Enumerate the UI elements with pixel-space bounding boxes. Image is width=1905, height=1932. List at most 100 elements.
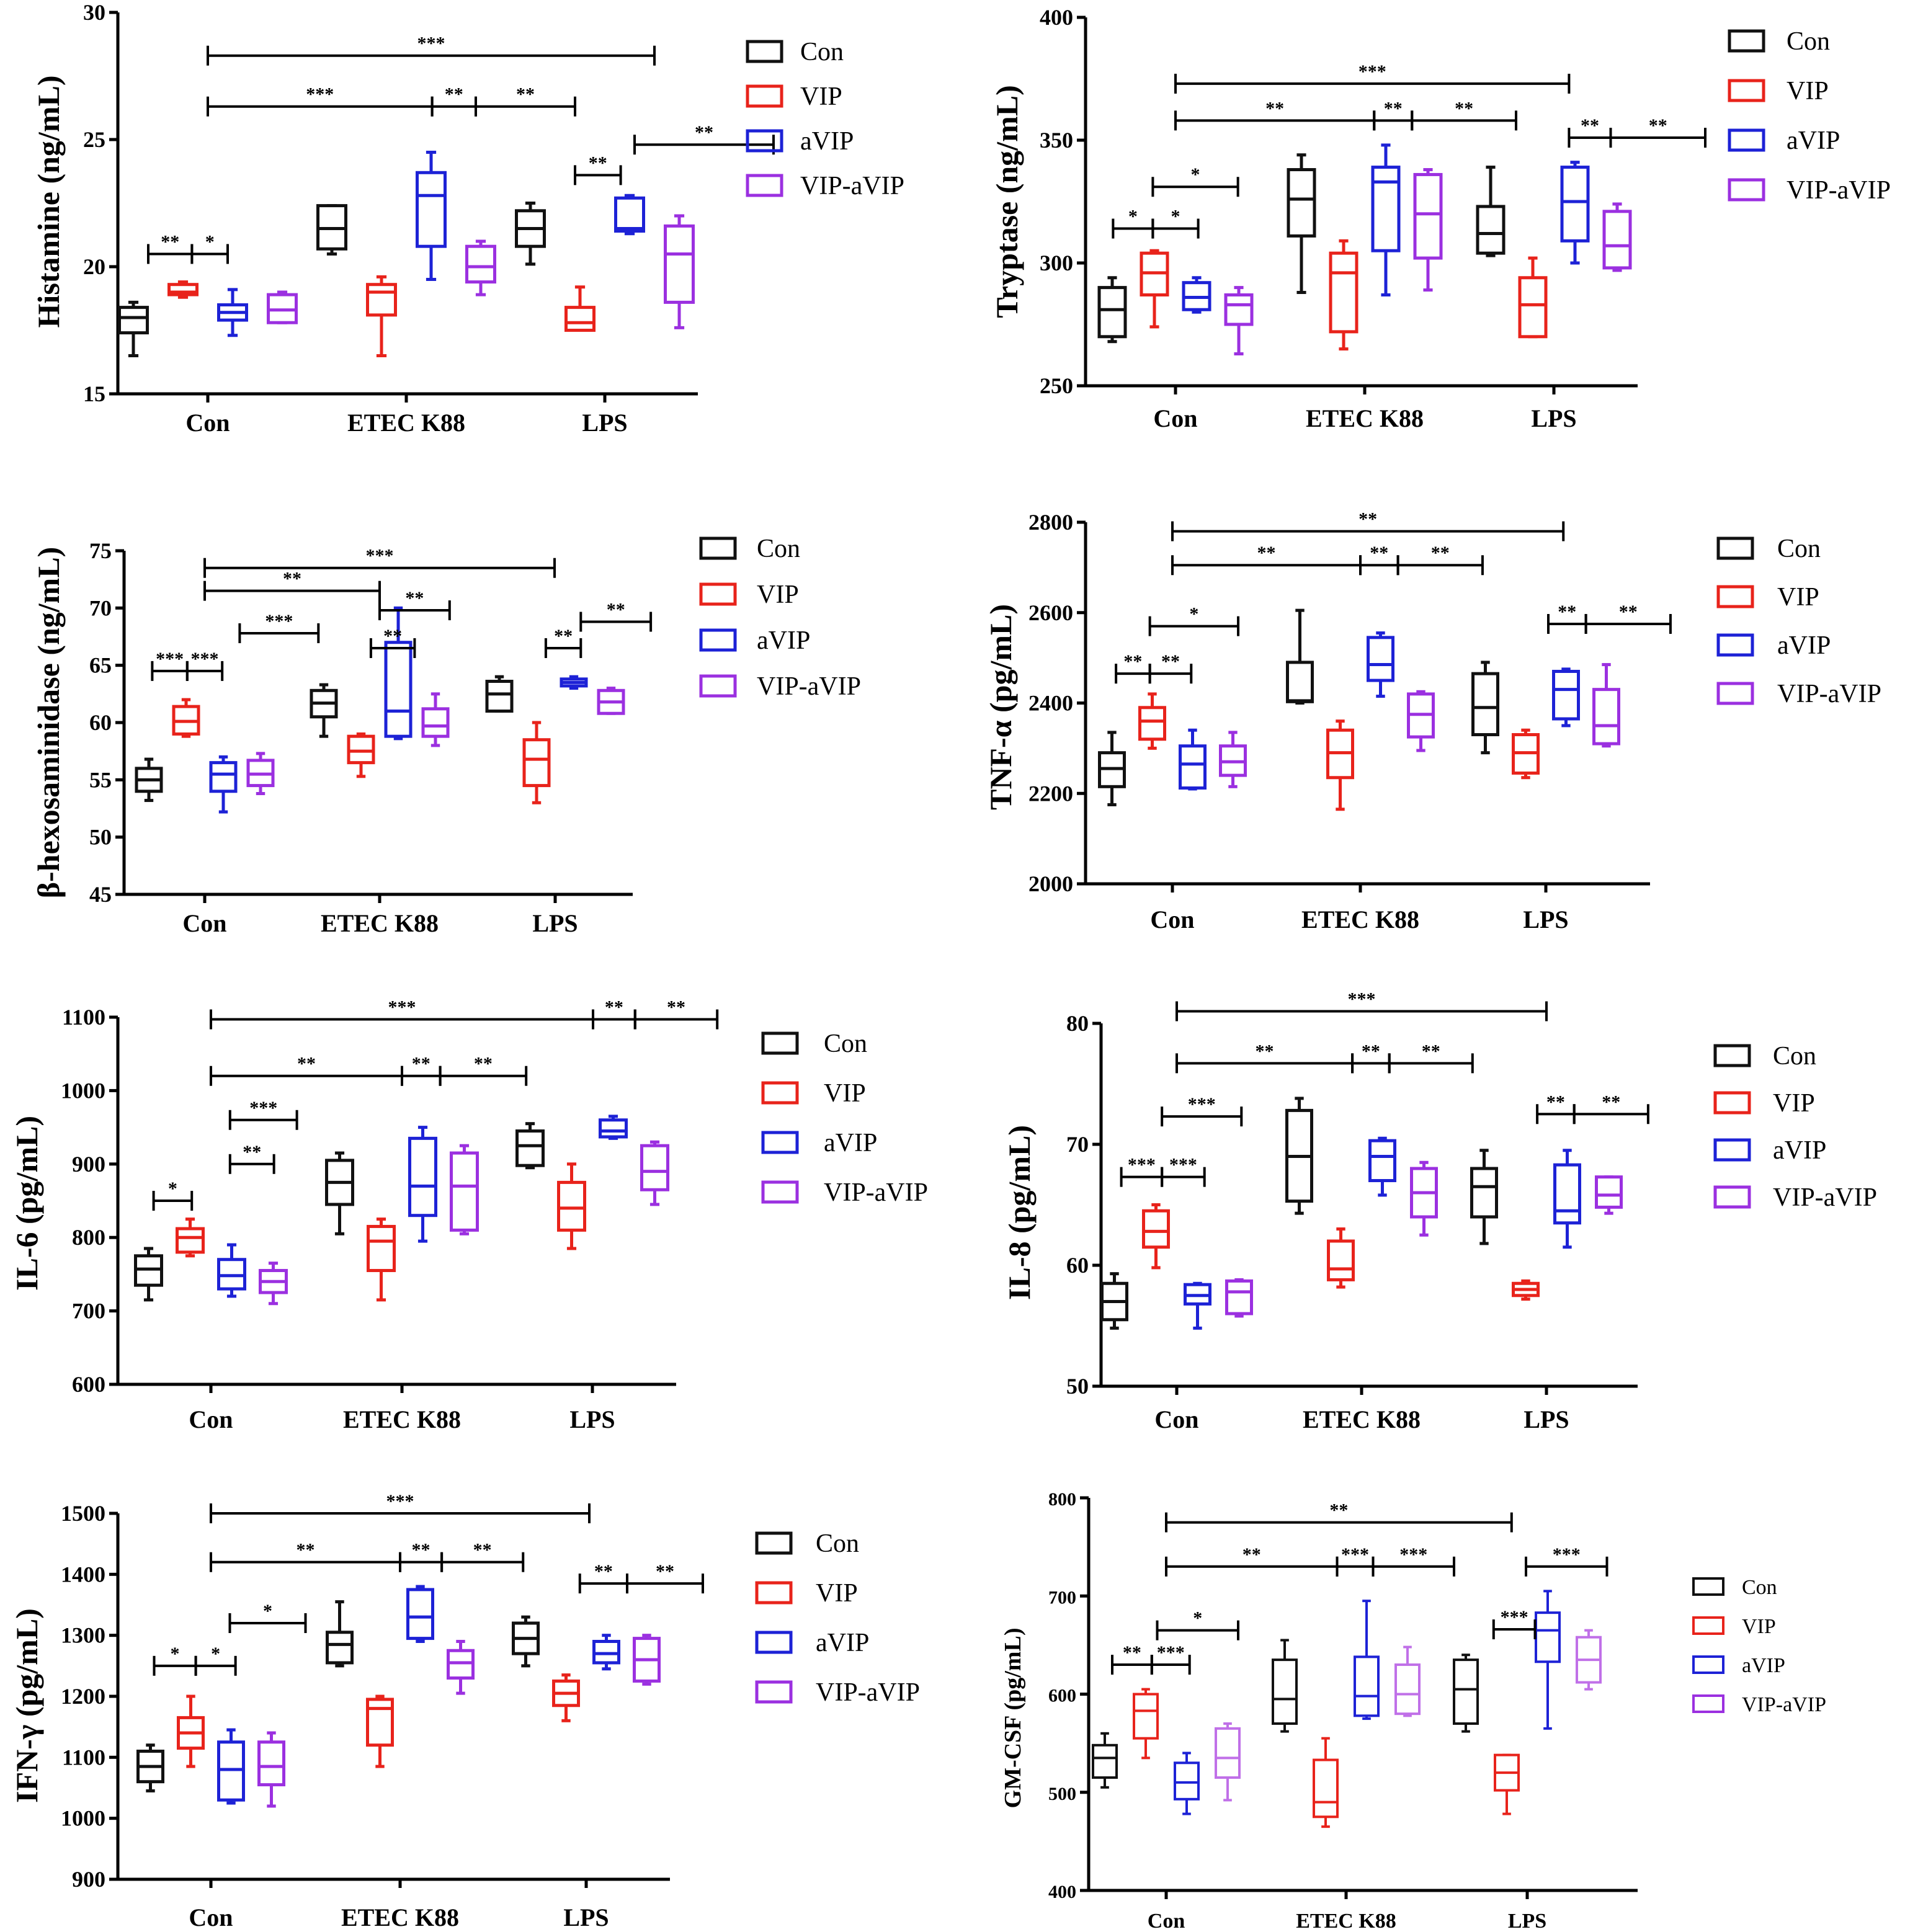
y-axis-label: Histamine (ng/mL) (31, 76, 66, 328)
y-tick-label: 20 (83, 254, 105, 279)
significance-label: ** (473, 1540, 492, 1560)
legend: Con VIP aVIP VIP-aVIP (1692, 1576, 1826, 1716)
category-label: Con (189, 1405, 233, 1433)
box-avip (1179, 744, 1207, 790)
significance-label: ** (1370, 543, 1388, 563)
significance-label: ** (297, 1540, 315, 1560)
legend-label-vip-avip: VIP-aVIP (757, 672, 861, 701)
significance-label: *** (306, 84, 334, 105)
legend-label-vip: VIP (1742, 1615, 1776, 1638)
box-con (1471, 672, 1499, 737)
category-label: Con (1154, 1405, 1198, 1433)
y-tick-label: 1000 (61, 1806, 105, 1831)
y-tick-label: 900 (72, 1867, 105, 1892)
significance-label: * (1128, 207, 1138, 227)
legend-label-avip: aVIP (824, 1129, 877, 1157)
significance-label: *** (1188, 1094, 1216, 1115)
category-label: ETEC K88 (321, 909, 439, 937)
y-tick-label: 75 (89, 538, 112, 563)
box-con (1470, 1167, 1498, 1219)
y-tick-label: 70 (89, 595, 112, 620)
y-tick-label: 2800 (1028, 510, 1073, 535)
significance-label: ** (1431, 543, 1450, 563)
y-axis-label: GM-CSF (pg/mL) (1000, 1628, 1026, 1809)
y-tick-label: 70 (1066, 1132, 1089, 1157)
significance-label: ** (383, 626, 402, 646)
box-con (1272, 1658, 1298, 1725)
y-tick-label: 900 (72, 1152, 105, 1177)
category-label: ETEC K88 (347, 409, 465, 437)
y-tick-label: 60 (1066, 1253, 1089, 1278)
box-con (1287, 168, 1316, 238)
category-label: LPS (532, 909, 578, 937)
significance-label: ** (516, 84, 535, 105)
box-avip (1553, 1163, 1581, 1225)
category-label: LPS (563, 1903, 609, 1931)
legend-swatch-vip-avip (1692, 1694, 1724, 1713)
box-avip (1535, 1611, 1561, 1663)
significance-label: *** (417, 33, 445, 54)
significance-label: *** (366, 546, 394, 566)
category-label: LPS (1523, 906, 1568, 933)
box-avip (408, 1136, 437, 1218)
legend: Con VIP aVIP VIP-aVIP (761, 1030, 928, 1207)
category-label: Con (185, 409, 230, 437)
box-avip (406, 1588, 434, 1640)
panel-hexosaminidase: β-hexosaminidase (ng/mL) Con ETEC K88 LP… (31, 535, 861, 937)
box-avip (614, 196, 645, 233)
legend-label-vip: VIP (1773, 1089, 1815, 1118)
significance-label: * (1171, 207, 1180, 227)
legend-label-avip: aVIP (757, 626, 810, 655)
y-tick-label: 50 (89, 825, 112, 850)
legend-swatch-avip (755, 1631, 793, 1654)
y-tick-label: 800 (72, 1225, 105, 1250)
box-vip-avip (257, 1740, 285, 1787)
legend-label-vip-avip: VIP-aVIP (1773, 1183, 1877, 1212)
box-avip (1371, 166, 1401, 252)
panel-tryptase: Tryptase (ng/mL) Con ETEC K88 LPS 250 300… (989, 5, 1891, 432)
y-tick-label: 2000 (1028, 871, 1073, 896)
panel-il6: IL-6 (pg/mL) Con ETEC K88 LPS 600 700 800 9… (9, 997, 928, 1433)
category-label: LPS (1531, 404, 1576, 432)
box-avip (209, 761, 238, 793)
significance-label: ** (283, 569, 301, 589)
legend-swatch-avip (761, 1131, 799, 1154)
box-vip-avip (1595, 1175, 1623, 1209)
legend-swatch-vip (699, 582, 737, 606)
legend-label-con: Con (1777, 535, 1821, 563)
significance-label: ** (1329, 1500, 1348, 1521)
significance-label: * (263, 1601, 272, 1621)
box-avip (384, 641, 413, 738)
y-tick-label: 1100 (62, 1005, 105, 1030)
y-tick-label: 80 (1066, 1011, 1089, 1036)
significance-label: ** (1123, 651, 1142, 672)
panel-histamine: Histamine (ng/mL) Con ETEC K88 LPS 15 20 2… (31, 0, 904, 437)
legend-label-con: Con (1773, 1042, 1816, 1071)
legend-swatch-vip-avip (699, 674, 737, 698)
legend-swatch-vip-avip (1713, 1185, 1751, 1209)
legend-swatch-con (699, 536, 737, 560)
legend: Con VIP aVIP VIP-aVIP (699, 535, 861, 701)
significance-label: ** (445, 84, 463, 105)
legend-swatch-con (1692, 1577, 1724, 1596)
significance-label: *** (191, 649, 219, 669)
y-tick-label: 400 (1048, 1882, 1076, 1902)
category-label: LPS (1508, 1910, 1546, 1932)
category-label: ETEC K88 (343, 1405, 461, 1433)
legend-label-avip: aVIP (800, 127, 854, 156)
legend-label-vip-avip: VIP-aVIP (816, 1678, 920, 1707)
box-avip (599, 1118, 628, 1139)
y-tick-label: 300 (1040, 251, 1073, 275)
significance-label: ** (594, 1561, 613, 1582)
category-label: Con (1148, 1910, 1185, 1932)
legend-swatch-avip (1692, 1655, 1724, 1674)
legend-label-avip: aVIP (816, 1629, 869, 1657)
significance-label: ** (297, 1054, 316, 1074)
significance-label: * (171, 1644, 180, 1664)
